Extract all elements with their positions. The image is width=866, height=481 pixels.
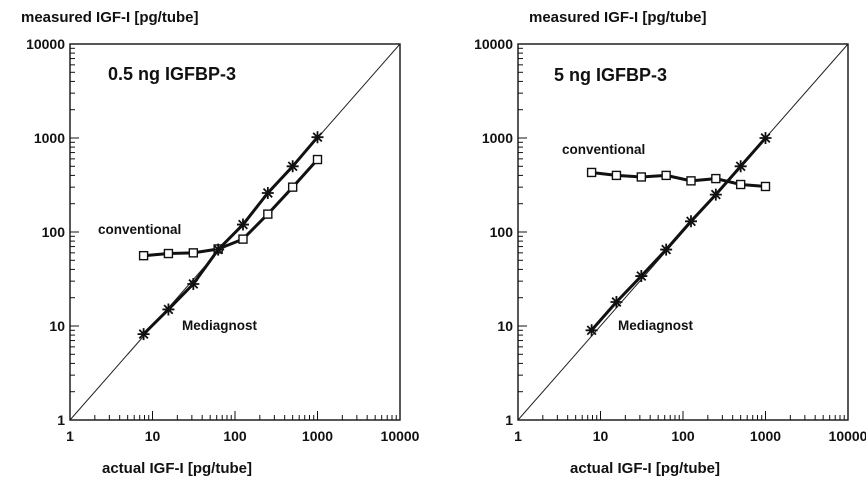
data-point-mediagnost: [236, 218, 249, 231]
data-point-conventional: [586, 167, 597, 178]
y-tick-label: 10000: [474, 36, 513, 52]
data-point-mediagnost: [759, 132, 772, 144]
data-point-mediagnost: [212, 243, 225, 256]
data-point-mediagnost: [311, 131, 324, 144]
x-tick-label: 10000: [381, 428, 420, 444]
x-tick-label: 10: [145, 428, 161, 444]
x-tick-label: 1: [514, 428, 522, 444]
data-point-conventional: [611, 170, 622, 181]
data-point-conventional: [287, 182, 298, 192]
x-axis-title: actual IGF-I [pg/tube]: [570, 460, 720, 477]
x-tick-label: 10: [593, 428, 609, 444]
panel-title: 5 ng IGFBP-3: [554, 65, 667, 85]
data-point-conventional: [238, 234, 248, 244]
series-label-mediagnost: Mediagnost: [182, 318, 258, 333]
data-point-conventional: [636, 172, 647, 182]
data-point-conventional: [661, 170, 671, 181]
y-tick-label: 10: [497, 318, 513, 334]
data-point-conventional: [163, 248, 174, 259]
data-point-conventional: [138, 250, 149, 261]
data-point-conventional: [686, 176, 696, 186]
data-point-mediagnost: [162, 303, 175, 316]
data-point-conventional: [188, 248, 199, 258]
y-tick-label: 1: [57, 412, 65, 428]
data-point-conventional: [735, 179, 746, 190]
data-point-conventional: [312, 154, 323, 165]
y-tick-label: 10: [49, 318, 65, 334]
y-axis-title: measured IGF-I [pg/tube]: [21, 9, 199, 26]
x-tick-label: 100: [223, 428, 247, 444]
data-point-mediagnost: [635, 270, 648, 283]
x-tick-label: 100: [671, 428, 695, 444]
x-axis-title: actual IGF-I [pg/tube]: [102, 460, 252, 477]
y-tick-label: 100: [42, 224, 66, 240]
y-tick-label: 1000: [482, 130, 513, 146]
series-label-conventional: conventional: [98, 222, 181, 237]
y-tick-label: 100: [490, 224, 514, 240]
data-point-mediagnost: [187, 277, 200, 290]
data-point-conventional: [760, 181, 771, 192]
data-point-mediagnost: [610, 296, 623, 309]
panel-title: 0.5 ng IGFBP-3: [108, 64, 236, 84]
data-point-mediagnost: [660, 243, 673, 256]
x-tick-label: 10000: [829, 428, 866, 444]
data-point-mediagnost: [286, 160, 299, 173]
series-line-conventional: [143, 158, 319, 258]
chart-panel-right: measured IGF-I [pg/tube] actual IGF-I [p…: [474, 9, 866, 477]
y-axis-title: measured IGF-I [pg/tube]: [529, 9, 707, 26]
data-point-mediagnost: [734, 160, 747, 173]
y-tick-label: 1000: [34, 130, 65, 146]
chart-panel-left: measured IGF-I [pg/tube] actual IGF-I [p…: [21, 9, 420, 477]
series-label-conventional: conventional: [562, 142, 645, 157]
x-tick-label: 1000: [750, 428, 781, 444]
y-tick-label: 1: [505, 412, 513, 428]
data-point-mediagnost: [684, 215, 697, 228]
y-tick-label: 10000: [26, 36, 65, 52]
data-point-mediagnost: [709, 188, 722, 201]
data-point-mediagnost: [585, 324, 598, 337]
data-point-conventional: [711, 173, 721, 184]
data-point-mediagnost: [261, 186, 274, 199]
data-point-mediagnost: [137, 328, 150, 341]
x-tick-label: 1000: [302, 428, 333, 444]
x-tick-label: 1: [66, 428, 74, 444]
series-label-mediagnost: Mediagnost: [618, 318, 694, 333]
data-point-conventional: [263, 209, 273, 219]
